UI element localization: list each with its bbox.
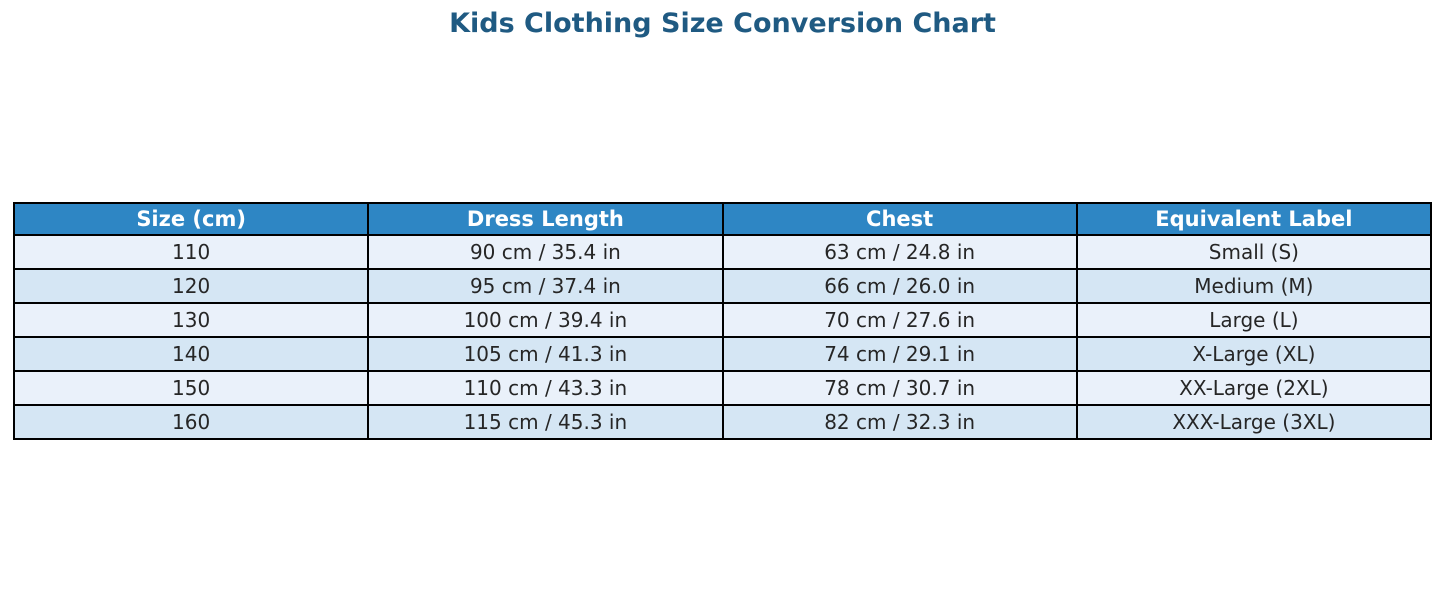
table-row: 130 100 cm / 39.4 in 70 cm / 27.6 in Lar…	[12, 302, 1433, 338]
col-header-dress-length: Dress Length	[367, 202, 724, 236]
table-row: 110 90 cm / 35.4 in 63 cm / 24.8 in Smal…	[12, 234, 1433, 270]
cell-dress-length: 95 cm / 37.4 in	[367, 268, 724, 304]
table-row: 140 105 cm / 41.3 in 74 cm / 29.1 in X-L…	[12, 336, 1433, 372]
table-row: 160 115 cm / 45.3 in 82 cm / 32.3 in XXX…	[12, 404, 1433, 440]
col-header-equivalent-label: Equivalent Label	[1075, 202, 1433, 236]
cell-chest: 74 cm / 29.1 in	[721, 336, 1078, 372]
cell-equivalent-label: X-Large (XL)	[1075, 336, 1433, 372]
col-header-chest: Chest	[721, 202, 1078, 236]
cell-size: 110	[12, 234, 370, 270]
size-conversion-table: Size (cm) Dress Length Chest Equivalent …	[12, 202, 1433, 440]
cell-equivalent-label: Medium (M)	[1075, 268, 1433, 304]
header-row: Size (cm) Dress Length Chest Equivalent …	[12, 202, 1433, 236]
col-header-size: Size (cm)	[12, 202, 370, 236]
cell-dress-length: 105 cm / 41.3 in	[367, 336, 724, 372]
table-row: 120 95 cm / 37.4 in 66 cm / 26.0 in Medi…	[12, 268, 1433, 304]
cell-chest: 82 cm / 32.3 in	[721, 404, 1078, 440]
cell-dress-length: 110 cm / 43.3 in	[367, 370, 724, 406]
cell-size: 130	[12, 302, 370, 338]
cell-dress-length: 90 cm / 35.4 in	[367, 234, 724, 270]
cell-dress-length: 115 cm / 45.3 in	[367, 404, 724, 440]
cell-chest: 78 cm / 30.7 in	[721, 370, 1078, 406]
cell-chest: 63 cm / 24.8 in	[721, 234, 1078, 270]
cell-size: 150	[12, 370, 370, 406]
cell-chest: 66 cm / 26.0 in	[721, 268, 1078, 304]
cell-dress-length: 100 cm / 39.4 in	[367, 302, 724, 338]
table-row: 150 110 cm / 43.3 in 78 cm / 30.7 in XX-…	[12, 370, 1433, 406]
cell-chest: 70 cm / 27.6 in	[721, 302, 1078, 338]
cell-size: 140	[12, 336, 370, 372]
cell-equivalent-label: Large (L)	[1075, 302, 1433, 338]
cell-equivalent-label: Small (S)	[1075, 234, 1433, 270]
page-title: Kids Clothing Size Conversion Chart	[449, 8, 996, 39]
cell-equivalent-label: XXX-Large (3XL)	[1075, 404, 1433, 440]
cell-size: 160	[12, 404, 370, 440]
cell-equivalent-label: XX-Large (2XL)	[1075, 370, 1433, 406]
cell-size: 120	[12, 268, 370, 304]
